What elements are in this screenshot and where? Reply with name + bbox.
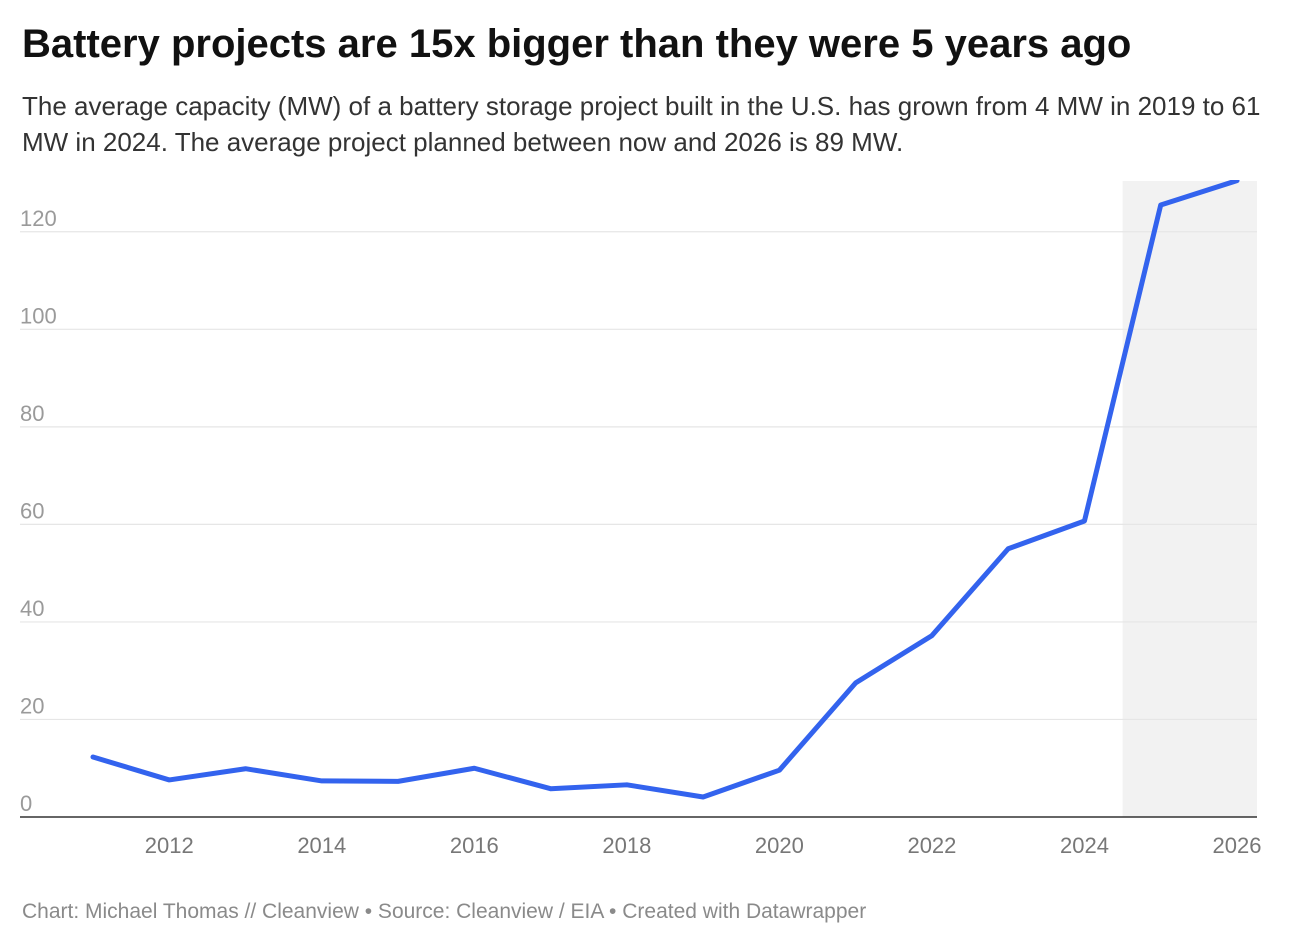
- x-tick-label: 2014: [297, 833, 346, 858]
- x-axis-ticks: 2012 2014 2016 2018 2020 2022 2024 2026: [145, 833, 1262, 858]
- y-tick-label: 120: [20, 206, 57, 231]
- x-tick-label: 2026: [1213, 833, 1262, 858]
- forecast-shade-layer: [1122, 181, 1257, 817]
- x-tick-label: 2024: [1060, 833, 1109, 858]
- y-tick-label: 100: [20, 303, 57, 328]
- series-line: [90, 180, 1240, 800]
- page-title: Battery projects are 15x bigger than the…: [22, 22, 1132, 66]
- y-axis-ticks: 0 20 40 60 80 100 120: [20, 206, 57, 816]
- footer-credit: Chart: Michael Thomas // Cleanview • Sou…: [22, 900, 867, 923]
- y-tick-label: 20: [20, 693, 44, 718]
- page-subtitle: The average capacity (MW) of a battery s…: [22, 91, 1261, 157]
- y-tick-label: 40: [20, 596, 44, 621]
- line-chart: 0 20 40 60 80 100 120 2012 2014 2016 2018 2020 2022…: [20, 180, 1262, 858]
- x-tick-label: 2022: [907, 833, 956, 858]
- x-tick-label: 2020: [755, 833, 804, 858]
- gridlines: [20, 231, 1257, 818]
- x-tick-label: 2012: [145, 833, 194, 858]
- y-tick-label: 0: [20, 791, 32, 816]
- y-tick-label: 80: [20, 401, 44, 426]
- x-tick-label: 2018: [602, 833, 651, 858]
- y-tick-label: 60: [20, 498, 44, 523]
- series-layer: [90, 180, 1240, 800]
- x-tick-label: 2016: [450, 833, 499, 858]
- forecast-shade: [1122, 181, 1257, 817]
